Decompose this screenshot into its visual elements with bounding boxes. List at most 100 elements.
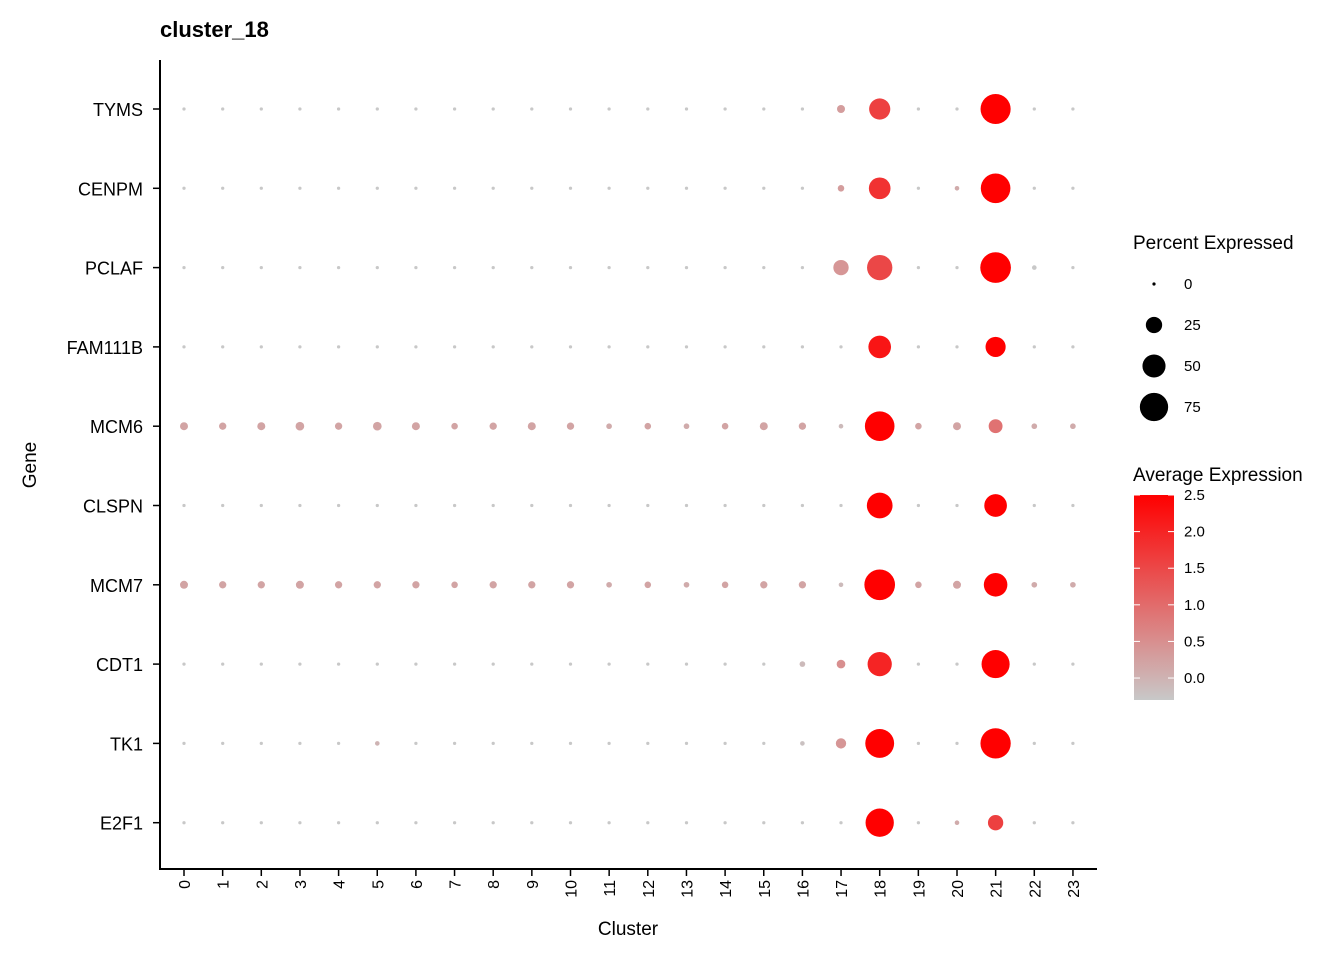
dot-CENPM-cluster-13 <box>684 186 689 190</box>
x-tick-label-11: 11 <box>602 880 619 897</box>
dot-E2F1-cluster-12 <box>646 821 650 825</box>
dot-TYMS-cluster-17 <box>837 105 845 113</box>
dot-CDT1-cluster-5 <box>375 662 379 666</box>
x-tick-label-15: 15 <box>757 880 774 898</box>
x-tick-label-17: 17 <box>834 880 851 898</box>
dot-PCLAF-cluster-17 <box>833 259 849 276</box>
legend-size-key-50 <box>1142 354 1166 378</box>
dot-TYMS-cluster-0 <box>182 107 186 111</box>
dot-MCM6-cluster-17 <box>838 423 844 429</box>
dot-PCLAF-cluster-4 <box>336 265 341 270</box>
x-tick-label-12: 12 <box>641 880 658 898</box>
dot-MCM7-cluster-13 <box>683 581 690 588</box>
x-tick-label-14: 14 <box>718 880 735 898</box>
y-tick-label-FAM111B: FAM111B <box>67 338 143 358</box>
dot-TK1-cluster-16 <box>800 741 805 746</box>
y-axis-ticks: TYMS CENPM PCLAF FAM111B MCM6 CLSPN MCM7 CDT1 TK… <box>67 100 160 834</box>
y-tick-label-CDT1: CDT1 <box>96 655 143 675</box>
dot-PCLAF-cluster-23 <box>1071 265 1075 270</box>
dot-PCLAF-cluster-2 <box>259 265 263 270</box>
dot-FAM111B-cluster-0 <box>182 345 186 349</box>
dot-FAM111B-cluster-5 <box>375 345 379 349</box>
dot-MCM6-cluster-14 <box>721 422 729 430</box>
legend-color-bar <box>1134 495 1174 700</box>
legend-size-title: Percent Expressed <box>1133 233 1294 254</box>
dot-MCM7-cluster-21 <box>983 573 1008 597</box>
dot-TYMS-cluster-23 <box>1071 107 1075 111</box>
dot-CENPM-cluster-8 <box>491 186 495 190</box>
dot-FAM111B-cluster-16 <box>800 345 805 349</box>
dot-TYMS-cluster-18 <box>869 98 891 120</box>
dot-CLSPN-cluster-18 <box>866 492 893 519</box>
dot-E2F1-cluster-0 <box>182 821 186 825</box>
dot-PCLAF-cluster-11 <box>607 265 611 270</box>
dot-MCM7-cluster-22 <box>1031 581 1038 588</box>
dot-TYMS-cluster-9 <box>530 107 534 111</box>
dot-CENPM-cluster-14 <box>723 186 727 190</box>
legend-percent-expressed: Percent Expressed 0 25 50 75 <box>1133 233 1294 422</box>
dot-CLSPN-cluster-8 <box>491 503 495 508</box>
dot-CLSPN-cluster-13 <box>684 503 689 508</box>
dot-FAM111B-cluster-13 <box>684 345 689 349</box>
dot-CENPM-cluster-2 <box>259 186 263 190</box>
dot-TYMS-cluster-8 <box>491 107 495 111</box>
x-tick-label-7: 7 <box>448 880 465 889</box>
y-tick-label-CLSPN: CLSPN <box>83 497 143 517</box>
dot-CENPM-cluster-22 <box>1032 186 1036 190</box>
dot-PCLAF-cluster-7 <box>452 265 457 270</box>
x-tick-label-20: 20 <box>950 880 967 898</box>
dot-MCM7-cluster-20 <box>953 580 961 589</box>
x-axis-ticks: 0 1 2 3 4 5 6 7 8 9 10 11 12 13 14 15 16 17 18 19 20 21 22 23 <box>177 869 1083 898</box>
dot-PCLAF-cluster-20 <box>955 265 959 270</box>
dot-MCM7-cluster-23 <box>1070 581 1076 588</box>
dot-TK1-cluster-20 <box>955 741 959 746</box>
dot-TYMS-cluster-13 <box>684 107 689 111</box>
x-tick-label-1: 1 <box>216 880 233 889</box>
dot-CENPM-cluster-3 <box>298 186 302 190</box>
dot-CLSPN-cluster-14 <box>723 503 727 508</box>
dot-CDT1-cluster-11 <box>607 662 611 666</box>
dot-E2F1-cluster-14 <box>723 821 727 825</box>
dot-MCM7-cluster-4 <box>334 581 343 589</box>
dot-PCLAF-cluster-22 <box>1031 265 1037 270</box>
dot-CENPM-cluster-18 <box>868 177 891 200</box>
dot-E2F1-cluster-9 <box>530 821 534 825</box>
dot-CLSPN-cluster-11 <box>607 503 611 508</box>
dot-FAM111B-cluster-19 <box>916 345 921 349</box>
dot-CLSPN-cluster-2 <box>259 503 263 508</box>
dot-CDT1-cluster-16 <box>799 661 806 667</box>
dot-MCM7-cluster-18 <box>864 569 896 601</box>
dot-MCM6-cluster-3 <box>295 421 305 431</box>
dot-TYMS-cluster-11 <box>607 107 611 111</box>
dot-CLSPN-cluster-0 <box>182 503 186 508</box>
dot-FAM111B-cluster-6 <box>414 345 418 349</box>
dot-FAM111B-cluster-17 <box>839 345 843 349</box>
chart-title: cluster_18 <box>160 17 269 42</box>
dot-TK1-cluster-21 <box>980 728 1011 759</box>
dot-TK1-cluster-6 <box>414 741 418 746</box>
dot-PCLAF-cluster-3 <box>298 265 302 270</box>
dot-TYMS-cluster-7 <box>452 107 457 111</box>
dot-MCM7-cluster-11 <box>606 581 612 588</box>
dot-FAM111B-cluster-12 <box>646 345 650 349</box>
x-tick-label-18: 18 <box>873 880 890 898</box>
dot-TYMS-cluster-10 <box>568 107 573 111</box>
dot-PCLAF-cluster-6 <box>414 265 418 270</box>
dot-CDT1-cluster-9 <box>530 662 534 666</box>
dot-PCLAF-cluster-15 <box>762 265 766 270</box>
dot-CDT1-cluster-14 <box>723 662 727 666</box>
dot-FAM111B-cluster-23 <box>1071 345 1075 349</box>
dot-TK1-cluster-0 <box>182 741 186 746</box>
x-tick-label-10: 10 <box>564 880 581 898</box>
x-tick-label-5: 5 <box>370 880 387 889</box>
y-tick-label-MCM7: MCM7 <box>90 576 143 596</box>
dot-TK1-cluster-7 <box>452 741 457 746</box>
dot-PCLAF-cluster-16 <box>800 265 805 270</box>
legend-size-label-50: 50 <box>1184 358 1201 375</box>
dot-TYMS-cluster-14 <box>723 107 727 111</box>
dot-E2F1-cluster-1 <box>221 821 225 825</box>
dot-TK1-cluster-17 <box>835 738 847 749</box>
dot-MCM7-cluster-9 <box>528 581 536 589</box>
x-tick-label-0: 0 <box>177 880 194 889</box>
dot-CDT1-cluster-7 <box>452 662 457 666</box>
